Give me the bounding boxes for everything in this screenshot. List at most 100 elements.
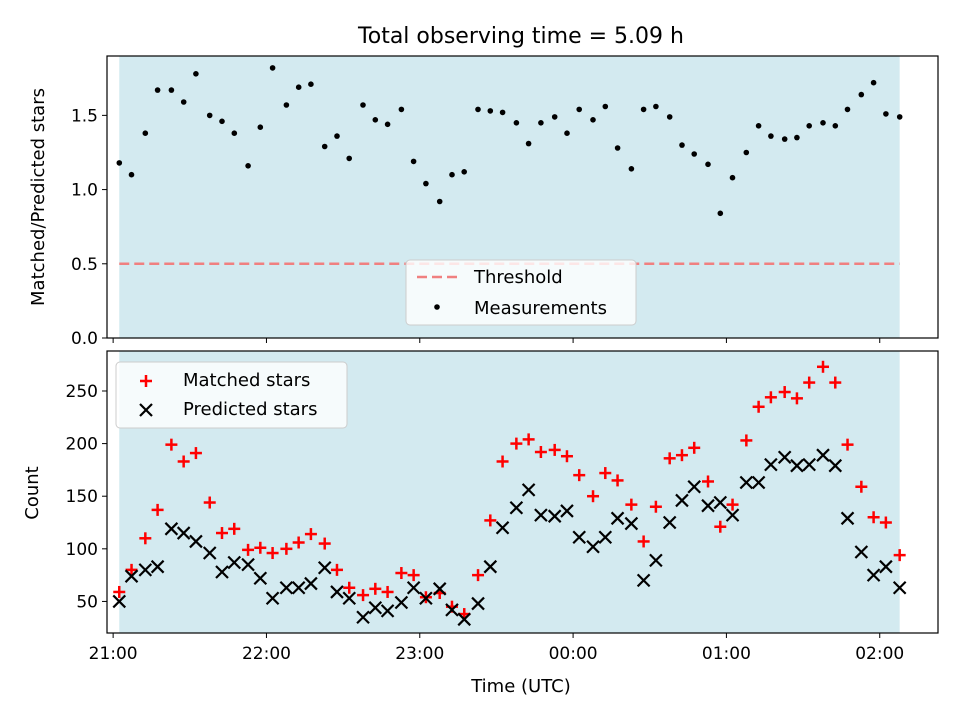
predicted-star-point [816,448,830,462]
predicted-star-point [739,475,754,490]
predicted-star-point [176,526,191,540]
matched-star-point [113,585,126,598]
measurement-point [896,114,903,120]
measurement-point [870,79,877,86]
measurement-point [231,130,238,136]
matched-star-point [714,520,727,533]
measurement-point [168,87,175,93]
top-measurement-points [116,65,903,217]
predicted-star-point [419,591,433,606]
matched-star-point [587,490,600,503]
predicted-star-point [777,450,792,465]
predicted-star-point [124,569,139,583]
predicted-star-point [189,534,203,549]
predicted-star-point [227,555,242,570]
matched-star-point [318,537,331,550]
x-axis-label: Time (UTC) [470,676,571,697]
predicted-star-point [215,565,229,579]
bottom-y-axis-label: Count [22,466,43,519]
chart-title: Total observing time = 5.09 h [357,24,684,49]
measurement-point [564,130,570,136]
measurement-point [487,108,494,114]
legend-measurements-label: Measurements [474,298,607,319]
y-tick-label: 0.0 [71,329,98,349]
y-tick-label: 100 [66,540,98,560]
matched-star-point [203,496,216,509]
measurement-point [820,120,826,126]
measurement-point [883,111,889,117]
measurement-point [449,171,455,178]
matched-star-point [510,437,523,450]
measurement-point [154,87,161,93]
predicted-star-point [304,576,318,591]
predicted-star-point [701,498,715,513]
predicted-star-point [138,563,153,577]
matched-star-point [637,535,650,548]
predicted-star-point [892,580,907,595]
predicted-star-point [471,596,485,611]
measurement-point [423,180,429,187]
measurement-point [142,130,149,136]
y-tick-label: 150 [66,487,98,507]
measurement-point [576,106,582,113]
measurement-point [781,136,788,142]
measurement-point [679,142,685,148]
x-tick-label: 23:00 [395,644,444,664]
matched-star-point [280,542,293,555]
measurement-point [602,103,609,110]
measurement-point [321,143,328,150]
matched-star-point [522,433,535,446]
predicted-star-point [879,559,893,574]
measurement-point [398,106,405,113]
matched-star-point [790,392,803,405]
predicted-star-point [790,458,804,473]
matched-star-point [381,585,394,598]
matched-star-point [254,541,267,554]
predicted-star-point [380,604,395,618]
x-tick-label: 21:00 [89,644,138,664]
predicted-star-point [547,509,562,523]
matched-star-point [472,569,485,582]
predicted-star-point [164,522,179,536]
matched-star-point [726,498,739,511]
top-legend-box [405,259,637,326]
predicted-star-point [342,591,357,606]
predicted-star-point [662,515,677,530]
y-tick-label: 50 [76,592,98,612]
matched-star-point [330,563,343,576]
predicted-star-point [356,610,370,624]
measurement-point [640,106,647,113]
matched-star-point [573,469,586,482]
matched-star-point [484,514,497,527]
predicted-star-point [406,580,421,595]
measurement-point [653,103,659,110]
matched-star-point [395,567,408,580]
measurement-point [806,123,812,129]
measurement-point [551,114,558,120]
top-panel: 0.0 0.5 1.0 1.5 Matched/Predicted stars Thr… [28,55,939,349]
matched-star-point [752,400,765,413]
predicted-star-point [445,603,459,617]
measurement-point [794,134,800,141]
measurement-point [844,106,851,113]
x-tick-label: 22:00 [242,644,291,664]
measurement-point [743,149,750,156]
legend-matched-swatch [140,375,152,387]
measurement-point [858,91,865,98]
measurement-point [384,121,391,128]
matched-star-point [649,500,662,513]
measurement-point [180,99,187,105]
predicted-star-point [394,595,409,610]
measurement-point [360,102,366,108]
x-tick-label: 02:00 [855,644,904,664]
predicted-star-point [202,546,217,560]
measurement-point [691,151,697,157]
bottom-legend-box [115,361,348,429]
x-tick-label: 00:00 [549,644,598,664]
legend-threshold-label: Threshold [473,267,563,288]
matched-star-point [778,386,791,399]
matched-star-point [764,391,777,404]
measurement-point [614,145,621,151]
matched-star-point [548,443,561,456]
